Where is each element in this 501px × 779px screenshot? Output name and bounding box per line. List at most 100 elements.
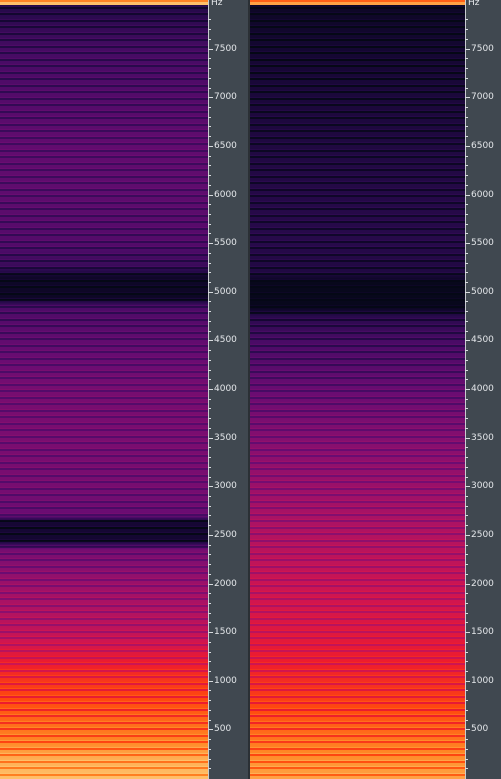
spectrum-row	[250, 59, 465, 61]
spectrum-row	[0, 449, 208, 451]
spectrum-row	[0, 202, 208, 204]
spectrum-row	[250, 690, 465, 692]
spectrum-row	[250, 722, 465, 724]
spectrum-row	[250, 745, 465, 747]
spectrum-row	[0, 629, 208, 631]
spectrum-row	[0, 350, 208, 352]
spectrum-row	[0, 316, 208, 318]
spectrum-row	[250, 77, 465, 79]
spectrum-row	[0, 477, 208, 479]
frequency-axis-right: Hz 7500 7000 6500 6000 5500 5000 4500 4000 3500 3…	[465, 0, 501, 779]
spectrum-row	[250, 465, 465, 467]
spectrum-row	[0, 610, 208, 612]
spectrum-row	[0, 672, 208, 674]
axis-tick	[465, 457, 468, 459]
spectrum-row	[0, 460, 208, 462]
spectrum-row	[0, 413, 208, 415]
spectrum-row	[0, 581, 208, 583]
spectrum-row	[250, 284, 465, 286]
axis-tick	[465, 583, 470, 585]
spectrum-row	[0, 733, 208, 735]
spectrum-row	[250, 1, 465, 3]
spectrum-row	[250, 132, 465, 134]
spectrum-row	[250, 340, 465, 342]
spectrum-row	[250, 144, 465, 146]
spectrum-row	[250, 650, 465, 652]
spectrum-row	[0, 19, 208, 21]
spectrogram-right-channel[interactable]	[250, 0, 465, 779]
spectrum-row	[0, 774, 208, 776]
spectrum-row	[250, 308, 465, 310]
spectrum-row	[0, 7, 208, 9]
spectrum-row	[0, 760, 208, 762]
spectrum-row	[0, 743, 208, 745]
spectrum-row	[250, 506, 465, 508]
spectrum-row	[250, 149, 465, 151]
spectrum-row	[0, 509, 208, 511]
spectrum-row	[0, 637, 208, 639]
spectrum-row	[0, 697, 208, 699]
axis-tick	[465, 680, 470, 682]
axis-tick-label: 2500	[214, 529, 237, 540]
spectrum-row	[0, 70, 208, 72]
spectrum-row	[0, 118, 208, 120]
spectrum-row	[0, 72, 208, 74]
spectrum-row	[0, 678, 208, 680]
spectrum-row	[250, 19, 465, 21]
spectrum-row	[250, 283, 465, 285]
spectrum-row	[0, 752, 208, 754]
spectrum-row	[0, 51, 208, 53]
axis-tick	[208, 486, 213, 488]
spectrum-row	[250, 220, 465, 222]
spectrum-row	[250, 263, 465, 265]
spectrum-row	[0, 41, 208, 43]
spectrum-row	[250, 85, 465, 87]
spectrum-row	[0, 11, 208, 13]
spectrum-row	[0, 314, 208, 316]
spectrum-row	[0, 461, 208, 463]
spectrum-row	[250, 497, 465, 499]
spectrum-row	[250, 78, 465, 80]
spectrum-row	[0, 407, 208, 409]
spectrum-row	[0, 20, 208, 22]
spectrum-row	[0, 432, 208, 434]
spectrum-row	[250, 326, 465, 328]
spectrum-row	[0, 47, 208, 49]
spectrum-row	[0, 711, 208, 713]
spectrum-row	[250, 271, 465, 273]
spectrum-row	[0, 394, 208, 396]
spectrum-row	[0, 83, 208, 85]
spectrum-row	[0, 590, 208, 592]
spectrum-row	[250, 196, 465, 198]
spectrum-row	[0, 162, 208, 164]
axis-tick	[465, 233, 468, 235]
spectrum-row	[250, 667, 465, 669]
spectrum-row	[0, 442, 208, 444]
spectrum-row	[0, 254, 208, 256]
spectrum-row	[250, 346, 465, 348]
spectrum-row	[0, 513, 208, 515]
spectrum-row	[0, 392, 208, 394]
spectrum-row	[250, 558, 465, 560]
axis-tick	[208, 700, 211, 702]
spectrum-row	[250, 471, 465, 473]
spectrum-row	[0, 754, 208, 756]
spectrogram-left-channel[interactable]	[0, 0, 208, 779]
axis-tick	[465, 175, 468, 177]
spectrum-row	[0, 500, 208, 502]
spectrum-row	[0, 328, 208, 330]
spectrum-row	[250, 500, 465, 502]
spectrum-row	[250, 227, 465, 229]
axis-tick-label: 3000	[471, 481, 494, 492]
axis-tick	[208, 350, 211, 352]
spectrum-row	[250, 67, 465, 69]
spectrum-row	[0, 566, 208, 568]
spectrum-row	[0, 532, 208, 534]
spectrum-row	[0, 295, 208, 297]
spectrum-row	[250, 600, 465, 602]
axis-tick	[465, 700, 468, 702]
spectrum-row	[0, 340, 208, 342]
spectrum-row	[0, 176, 208, 178]
spectrum-row	[0, 687, 208, 689]
spectrum-row	[0, 777, 208, 779]
